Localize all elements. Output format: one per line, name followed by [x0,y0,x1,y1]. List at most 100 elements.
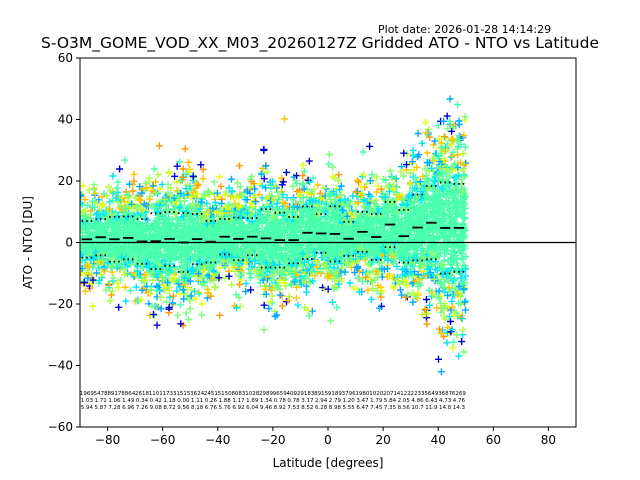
data-point [242,280,250,288]
data-point [156,202,164,209]
data-point [196,205,204,213]
data-point [120,238,128,246]
data-point [174,311,182,319]
data-point [142,179,149,187]
data-point [92,229,100,237]
data-point [84,213,92,221]
data-point [96,247,104,254]
data-point [146,290,154,298]
data-point [169,299,177,307]
data-point [184,284,191,292]
data-point [176,203,184,211]
data-point [152,178,160,186]
data-point [162,250,170,258]
data-point [130,177,138,185]
data-point [423,149,431,157]
data-point [126,287,134,295]
data-point [165,210,173,218]
data-point [263,168,271,176]
data-point [113,279,121,287]
data-point [178,281,186,289]
data-point [198,300,206,308]
data-point [80,192,85,200]
data-point [352,188,360,196]
data-point [346,279,354,287]
data-point [155,142,163,150]
data-point [173,215,181,223]
data-point [128,200,136,208]
data-point [109,262,117,270]
data-point [437,368,445,376]
data-point [278,302,286,310]
data-point [161,221,169,228]
data-point [137,296,145,304]
data-point [178,176,186,184]
data-point [81,196,89,203]
data-point [213,189,221,197]
data-point [194,224,201,232]
data-point [216,311,224,319]
data-point [154,208,162,215]
data-point [122,209,130,217]
data-point [114,178,122,186]
data-point [212,283,220,291]
data-point [176,197,184,205]
data-point [106,284,114,292]
data-point [114,284,122,292]
data-point [197,161,205,169]
data-point [149,232,157,240]
data-point [181,250,189,258]
data-point [193,180,200,188]
data-point [400,149,408,157]
data-point [302,288,310,296]
data-point [146,231,154,239]
data-point [388,174,396,182]
data-point [173,198,181,206]
data-point [150,165,158,173]
data-point [184,181,191,189]
data-point [136,247,144,255]
data-point [442,134,450,142]
data-point [161,284,169,292]
data-point [122,268,130,276]
data-point [80,199,85,207]
data-point [142,215,150,223]
data-point [430,141,437,149]
data-point [149,276,156,284]
data-point [251,185,259,193]
data-point [84,274,92,282]
data-point [156,185,164,193]
data-point [93,269,101,277]
data-point [138,286,146,294]
data-point [148,203,155,210]
data-point [96,220,103,228]
data-point [327,317,335,325]
data-point [178,229,186,237]
data-point [93,211,101,219]
data-point [271,313,279,320]
data-point [377,293,385,301]
data-point [126,180,133,188]
data-point [108,247,116,255]
data-point [366,142,374,150]
data-point [84,263,92,271]
data-point [151,219,159,227]
data-point [106,297,114,305]
data-point [145,174,153,182]
data-point [154,273,162,281]
data-point [384,265,391,273]
data-point [182,309,190,317]
data-point [423,296,430,303]
data-point [367,295,375,303]
data-point [148,302,156,310]
data-point [189,188,197,196]
data-point [180,191,188,199]
data-point [80,182,87,190]
data-point [117,276,124,284]
data-point [181,145,189,153]
data-point [132,261,140,269]
data-point [186,305,194,313]
data-point [165,231,173,239]
data-point [203,200,211,208]
data-point [106,198,114,206]
